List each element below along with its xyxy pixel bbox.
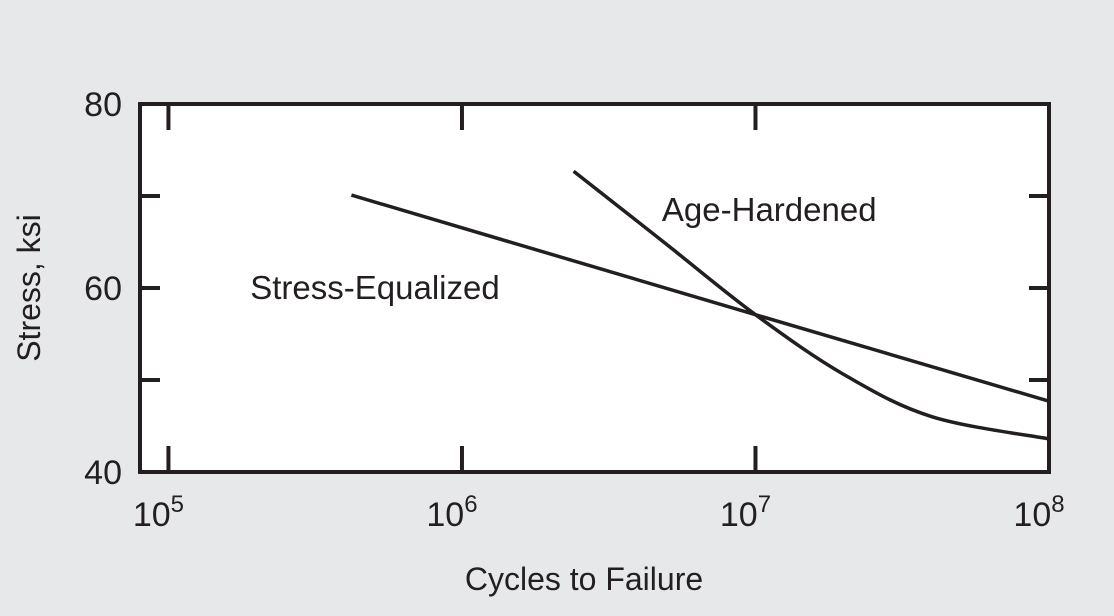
x-axis-title: Cycles to Failure bbox=[465, 561, 703, 597]
y-tick-label: 80 bbox=[84, 86, 122, 124]
series-line-age-hardened bbox=[572, 169, 1050, 441]
annotation-stress-equalized: Stress-Equalized bbox=[250, 269, 499, 306]
x-tick-label: 106 bbox=[426, 491, 477, 534]
x-tick-label: 108 bbox=[1013, 491, 1064, 534]
y-axis-title: Stress, ksi bbox=[11, 214, 47, 362]
annotations: Stress-Equalized Age-Hardened bbox=[250, 191, 876, 306]
x-tick-label: 107 bbox=[720, 491, 771, 534]
y-tick-labels: 80 60 40 bbox=[84, 86, 122, 492]
plot-area bbox=[138, 102, 1051, 474]
x-tick-label: 105 bbox=[133, 491, 184, 534]
annotation-age-hardened: Age-Hardened bbox=[662, 191, 877, 228]
y-tick-label: 60 bbox=[84, 270, 122, 308]
series-group bbox=[350, 169, 1050, 441]
x-tick-labels: 105 106 107 108 bbox=[133, 491, 1065, 534]
y-tick-label: 40 bbox=[84, 454, 122, 492]
axis-ticks bbox=[140, 104, 1049, 472]
